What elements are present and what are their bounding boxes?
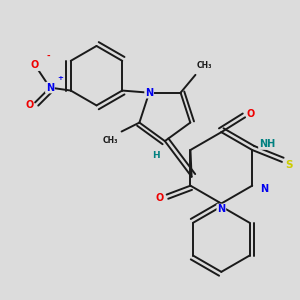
Text: N: N	[217, 204, 225, 214]
Text: CH₃: CH₃	[197, 61, 212, 70]
Text: N: N	[46, 82, 54, 93]
Text: O: O	[155, 193, 164, 202]
Text: NH: NH	[259, 139, 275, 149]
Text: O: O	[31, 60, 39, 70]
Text: N: N	[145, 88, 153, 98]
Text: -: -	[47, 52, 51, 61]
Text: H: H	[152, 152, 160, 160]
Text: N: N	[260, 184, 268, 194]
Text: +: +	[57, 75, 63, 81]
Text: CH₃: CH₃	[103, 136, 118, 145]
Text: S: S	[286, 160, 293, 170]
Text: O: O	[25, 100, 33, 110]
Text: O: O	[247, 109, 255, 119]
